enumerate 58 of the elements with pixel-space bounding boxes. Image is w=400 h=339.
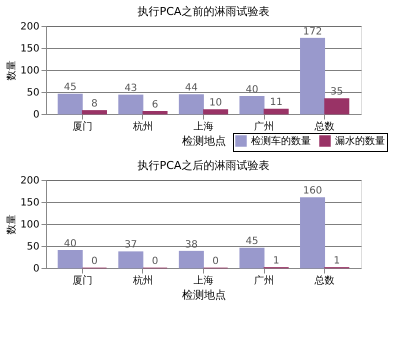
data-label: 0 bbox=[152, 256, 158, 267]
bar bbox=[142, 110, 168, 114]
data-label: 45 bbox=[64, 82, 77, 94]
x-tick-label: 广州 bbox=[254, 120, 274, 132]
legend-label: 检测车的数量 bbox=[251, 135, 311, 147]
x-tick-label: 广州 bbox=[254, 274, 274, 286]
x-tick-label: 杭州 bbox=[132, 274, 153, 286]
bar bbox=[82, 110, 107, 114]
data-label: 8 bbox=[91, 98, 98, 110]
y-tick-label: 0 bbox=[33, 110, 40, 120]
data-label: 10 bbox=[209, 98, 222, 109]
x-tick-label: 厦门 bbox=[72, 274, 92, 286]
x-tick-label: 总数 bbox=[314, 120, 335, 132]
y-tick-label: 150 bbox=[20, 198, 40, 208]
data-label: 0 bbox=[91, 256, 98, 267]
x-tick-label: 总数 bbox=[314, 274, 335, 286]
data-label: 6 bbox=[152, 99, 158, 110]
bar bbox=[178, 94, 204, 114]
x-axis-title: 检测地点 bbox=[182, 288, 226, 302]
data-label: 45 bbox=[246, 236, 258, 248]
x-tick-label: 上海 bbox=[194, 120, 214, 132]
bar bbox=[300, 197, 326, 268]
y-tick-label: 100 bbox=[20, 220, 40, 230]
y-tick-label: 100 bbox=[20, 66, 40, 76]
x-axis-title: 检测地点 bbox=[182, 134, 226, 148]
bar bbox=[239, 248, 264, 268]
bar bbox=[264, 108, 289, 114]
bar bbox=[58, 94, 83, 114]
y-axis-title: 数量 bbox=[6, 60, 18, 80]
bar bbox=[118, 94, 144, 114]
bar bbox=[300, 38, 326, 114]
bar bbox=[239, 96, 264, 114]
y-tick-label: 0 bbox=[33, 264, 40, 274]
y-tick-label: 50 bbox=[26, 88, 40, 98]
x-tick-label: 杭州 bbox=[132, 120, 153, 132]
chart-title: 执行PCA之前的淋雨试验表 bbox=[138, 5, 270, 18]
data-label: 44 bbox=[185, 82, 198, 94]
bar bbox=[178, 250, 204, 268]
bar bbox=[203, 109, 228, 114]
legend-label: 漏水的数量 bbox=[335, 135, 385, 147]
data-label: 11 bbox=[270, 97, 283, 108]
bar bbox=[58, 250, 83, 268]
y-tick-label: 50 bbox=[26, 242, 40, 252]
data-label: 160 bbox=[302, 186, 322, 197]
y-axis-title: 数量 bbox=[6, 214, 18, 234]
data-label: 1 bbox=[334, 256, 340, 267]
chart-title: 执行PCA之后的淋雨试验表 bbox=[138, 159, 270, 172]
x-tick-label: 上海 bbox=[194, 274, 214, 286]
data-label: 172 bbox=[302, 26, 322, 38]
bar bbox=[118, 251, 144, 268]
y-tick-label: 200 bbox=[20, 22, 40, 32]
data-label: 1 bbox=[273, 256, 280, 267]
y-tick-label: 200 bbox=[20, 176, 40, 186]
y-tick-label: 150 bbox=[20, 44, 40, 54]
x-tick-label: 厦门 bbox=[72, 120, 92, 132]
bar bbox=[324, 98, 350, 114]
data-label: 0 bbox=[212, 256, 219, 267]
data-label: 43 bbox=[124, 83, 138, 94]
